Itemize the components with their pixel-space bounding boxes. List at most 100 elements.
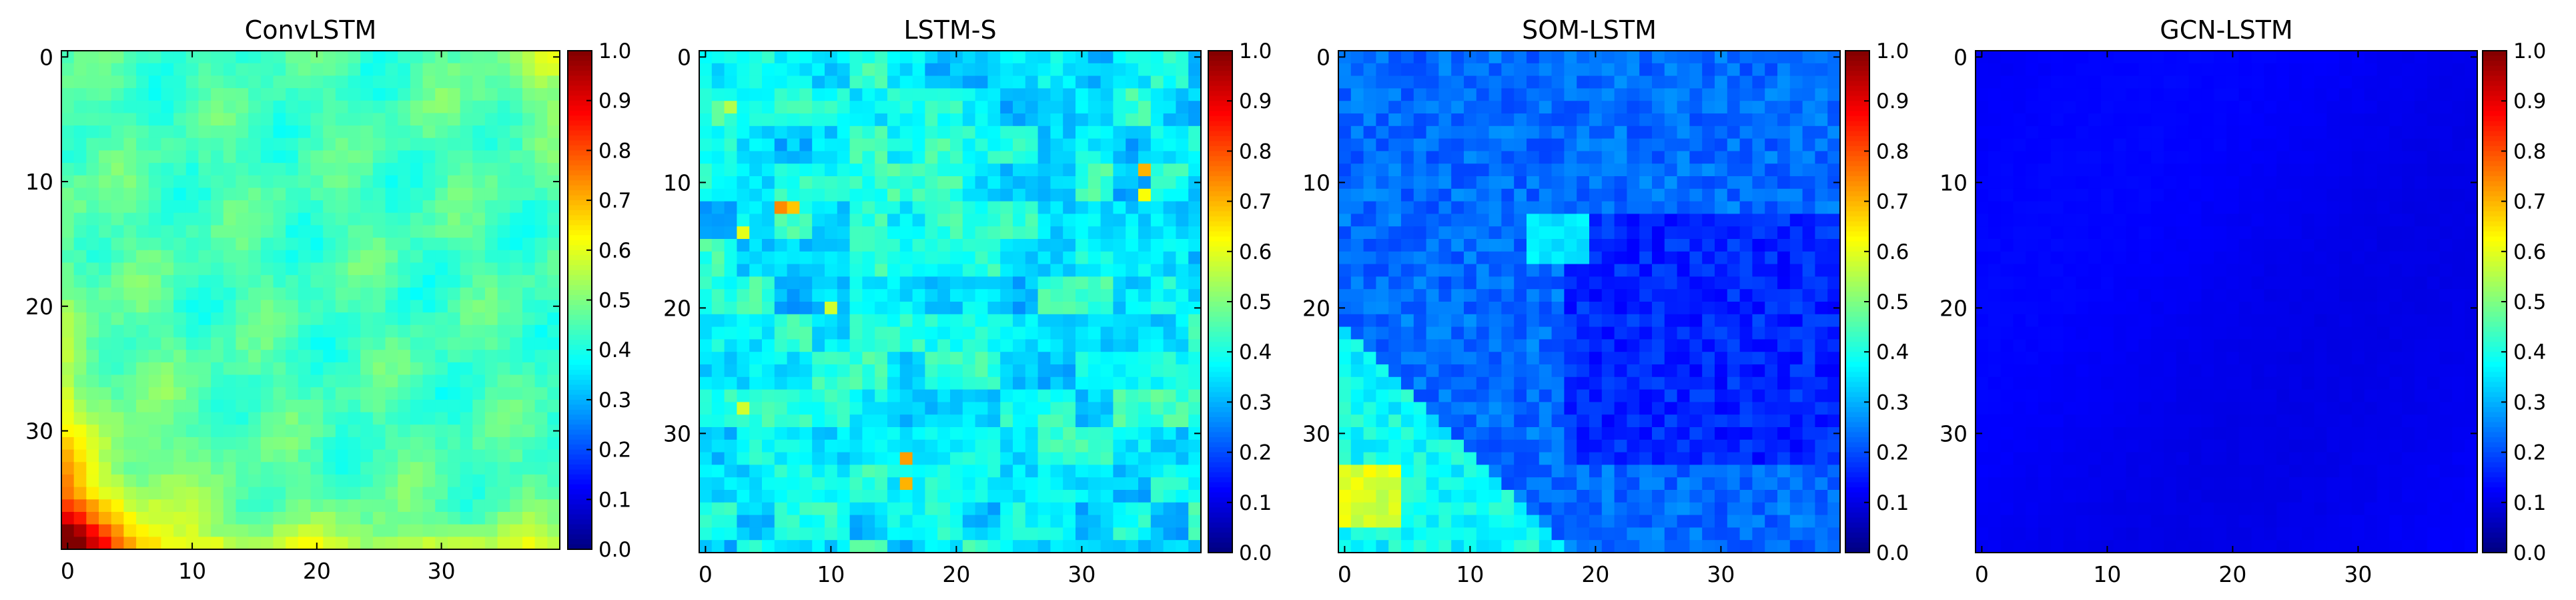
heatmap-cell <box>962 101 976 114</box>
heatmap-cell <box>410 399 424 413</box>
heatmap-cell <box>825 302 838 315</box>
heatmap-cell <box>1589 88 1603 101</box>
heatmap-cell <box>73 374 87 388</box>
heatmap-cell <box>1752 264 1765 277</box>
heatmap-cell <box>1037 302 1051 315</box>
heatmap-cell <box>711 151 725 164</box>
heatmap-cell <box>211 511 224 525</box>
heatmap-cell <box>1639 289 1653 302</box>
heatmap-cell <box>111 137 124 151</box>
heatmap-cell <box>1815 276 1828 290</box>
heatmap-cell <box>223 287 237 301</box>
heatmap-cell <box>1013 88 1026 101</box>
heatmap-cell <box>875 239 888 252</box>
heatmap-cell <box>1514 226 1527 240</box>
heatmap-cell <box>1539 314 1553 328</box>
heatmap-cell <box>1438 201 1452 214</box>
heatmap-cell <box>1438 164 1452 177</box>
heatmap-cell <box>1677 352 1690 365</box>
heatmap-cell <box>323 113 336 126</box>
heatmap-cell <box>1037 101 1051 114</box>
heatmap-cell <box>1376 289 1389 302</box>
heatmap-cell <box>1577 226 1590 240</box>
heatmap-cell <box>273 150 286 164</box>
heatmap-cell <box>950 264 963 277</box>
heatmap-cell <box>1564 389 1577 402</box>
heatmap-cell <box>724 88 737 101</box>
heatmap-cell <box>1338 289 1352 302</box>
colorbar-segment <box>1208 291 1232 298</box>
heatmap-cell <box>1476 515 1490 528</box>
heatmap-cell <box>1076 125 1089 139</box>
heatmap-cell <box>962 364 976 378</box>
heatmap-cell <box>1025 515 1039 528</box>
heatmap-cell <box>484 175 498 189</box>
heatmap-cell <box>711 364 725 378</box>
heatmap-cell <box>1163 376 1176 390</box>
heatmap-cell <box>1752 477 1765 491</box>
heatmap-cell <box>211 462 224 475</box>
heatmap-cell <box>398 511 411 525</box>
heatmap-cell <box>534 125 548 139</box>
heatmap-cell <box>360 88 374 101</box>
heatmap-cell <box>73 511 87 525</box>
heatmap-cell <box>749 251 763 265</box>
heatmap-cell <box>1715 125 1728 139</box>
heatmap-cell <box>460 225 473 238</box>
heatmap-cell <box>1652 314 1665 328</box>
heatmap-cell <box>298 88 312 101</box>
heatmap-cell <box>298 424 312 438</box>
heatmap-cell <box>136 238 149 251</box>
heatmap-cell <box>724 302 737 315</box>
heatmap-cell <box>849 276 863 290</box>
heatmap-cell <box>1614 188 1627 202</box>
heatmap-cell <box>1601 439 1615 453</box>
heatmap-cell <box>1000 352 1013 365</box>
heatmap-cell <box>1564 490 1577 503</box>
colorbar-segment <box>1208 196 1232 202</box>
heatmap-cell <box>699 490 713 503</box>
heatmap-cell <box>975 339 988 352</box>
heatmap-cell <box>136 275 149 288</box>
heatmap-cell <box>248 300 262 313</box>
heatmap-cell <box>1802 276 1815 290</box>
heatmap-cell <box>136 113 149 126</box>
heatmap-cell <box>812 314 825 328</box>
heatmap-cell <box>1350 414 1364 428</box>
heatmap-cell <box>286 424 299 438</box>
heatmap-cell <box>724 164 737 177</box>
heatmap-cell <box>99 150 112 164</box>
heatmap-cell <box>737 214 750 227</box>
heatmap-cell <box>161 312 174 326</box>
heatmap-cell <box>310 412 324 425</box>
heatmap-cell <box>1627 164 1640 177</box>
heatmap-cell <box>762 527 775 541</box>
heatmap-cell <box>1527 352 1540 365</box>
heatmap-cell <box>484 262 498 276</box>
heatmap-cell <box>1702 352 1715 365</box>
heatmap-cell <box>136 537 149 550</box>
heatmap-cell <box>123 188 137 201</box>
colorbar-segment <box>1208 156 1232 162</box>
heatmap-cell <box>875 164 888 177</box>
heatmap-cell <box>360 63 374 76</box>
heatmap-cell <box>435 175 448 189</box>
heatmap-cell <box>1050 389 1063 402</box>
heatmap-cell <box>136 499 149 513</box>
colorbar-segment <box>568 489 592 495</box>
heatmap-cell <box>749 540 763 553</box>
heatmap-cell <box>173 312 187 326</box>
heatmap-cell <box>335 524 349 537</box>
heatmap-cell <box>123 225 137 238</box>
heatmap-cell <box>1527 477 1540 491</box>
heatmap-cell <box>248 275 262 288</box>
heatmap-cell <box>410 362 424 376</box>
heatmap-cell <box>1815 101 1828 114</box>
heatmap-cell <box>348 88 361 101</box>
heatmap-cell <box>1025 477 1039 491</box>
heatmap-cell <box>1037 339 1051 352</box>
heatmap-cell <box>1438 264 1452 277</box>
heatmap-cell <box>1752 125 1765 139</box>
heatmap-cell <box>899 151 913 164</box>
colorbar-segment <box>1208 95 1232 101</box>
